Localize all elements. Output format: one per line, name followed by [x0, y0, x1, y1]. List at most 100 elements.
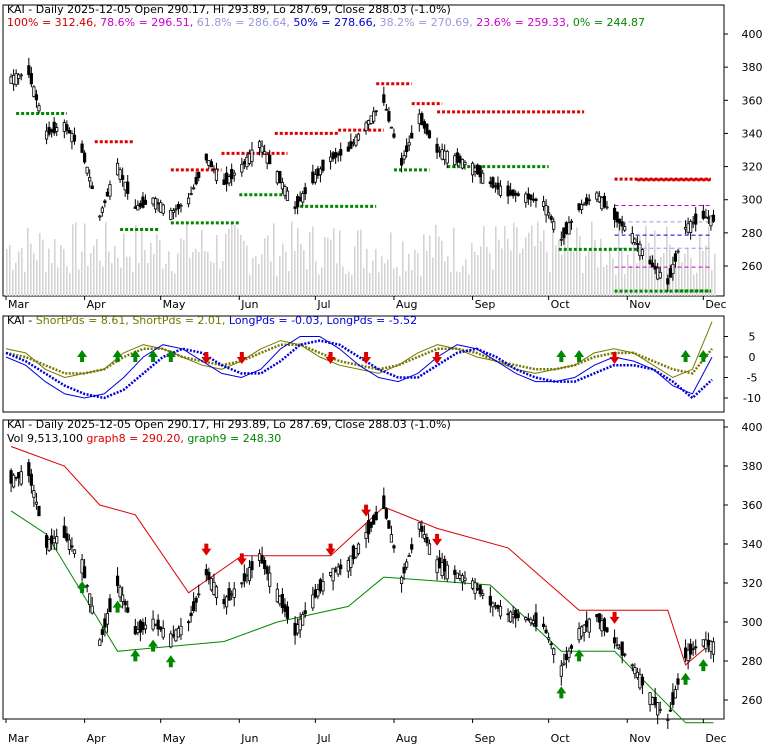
candle-body	[336, 566, 340, 575]
candle-body	[275, 588, 279, 603]
candle-body	[70, 133, 74, 143]
candle-body	[65, 124, 69, 131]
candle-body	[212, 581, 216, 595]
volume-bar	[564, 234, 566, 296]
candle-body	[706, 217, 710, 220]
x-tick-label: Jun	[240, 298, 258, 311]
candle-body	[704, 216, 708, 219]
candle-body	[496, 604, 500, 609]
candle-body	[67, 539, 71, 550]
candle-body	[136, 205, 140, 211]
volume-bar	[510, 250, 512, 296]
candle-body	[52, 121, 56, 134]
candle-body	[630, 664, 634, 667]
volume-bar	[540, 241, 542, 296]
candle-body	[618, 218, 622, 224]
volume-bar	[405, 271, 407, 296]
candle-body	[351, 545, 355, 560]
volume-bar	[531, 225, 533, 296]
candle-body	[156, 202, 160, 205]
candle-body	[98, 215, 102, 218]
volume-bar	[90, 252, 92, 296]
volume-bar	[429, 235, 431, 296]
buy-signal-arrow	[130, 350, 141, 362]
candle-body	[356, 133, 361, 141]
candle-body	[179, 204, 183, 207]
candle-body	[311, 171, 315, 184]
volume-bar	[189, 258, 191, 296]
volume-bar	[51, 263, 53, 296]
candle-body	[653, 265, 657, 270]
volume-bar	[57, 267, 59, 296]
volume-bar	[546, 251, 548, 296]
candle-body	[47, 127, 51, 135]
candle-body	[562, 662, 566, 665]
volume-bar	[54, 239, 56, 296]
price-panel: 400 380 360 340 320 300 280 260 KAI - Daily 202…	[2, 3, 763, 297]
candle-body	[410, 544, 414, 550]
candle-body	[470, 580, 475, 589]
candle-body	[372, 111, 376, 122]
candle-body	[171, 634, 175, 637]
candle-body	[328, 571, 333, 576]
volume-bar	[96, 239, 98, 296]
price-x-axis: Mar Apr May Jun Jul Aug Sep Oct Nov Dec	[5, 296, 727, 311]
candle-body	[478, 165, 482, 178]
volume-bar	[45, 271, 47, 296]
volume-bar	[597, 267, 599, 296]
y-tick-label: 300	[742, 616, 763, 629]
x-tick-label: May	[163, 732, 186, 745]
volume-bar	[66, 266, 68, 296]
volume-bar	[588, 250, 590, 296]
candle-body	[453, 569, 457, 575]
volume-bar	[522, 248, 524, 296]
oscillator-legend-entry: LongPds = -0.03,	[225, 314, 323, 327]
candle-body	[161, 204, 165, 214]
volume-bar	[492, 269, 494, 296]
candle-body	[389, 126, 394, 129]
volume-bar	[114, 245, 116, 296]
oscillator-y-axis: 5 0 -5 -10	[724, 331, 761, 405]
volume-bar	[270, 261, 272, 296]
volume-bar	[600, 238, 602, 296]
candle-body	[303, 610, 307, 615]
candle-body	[268, 154, 272, 165]
candle-body	[399, 576, 404, 584]
candle-body	[197, 593, 201, 596]
volume-bar	[159, 240, 161, 296]
volume-bar	[555, 245, 557, 296]
volume-bar	[264, 238, 266, 296]
candle-body	[689, 643, 693, 655]
candle-body	[143, 199, 148, 205]
candle-body	[387, 111, 391, 122]
volume-bar	[231, 222, 233, 296]
candle-body	[214, 586, 219, 598]
candle-body	[83, 566, 87, 579]
candle-body	[364, 532, 368, 539]
candle-body	[524, 617, 528, 621]
y-tick-label: -5	[747, 372, 758, 385]
oscillator-legend: KAI - ShortPds = 8.61, ShortPds = 2.01, …	[7, 314, 417, 327]
candle-body	[427, 130, 432, 139]
candle-body	[651, 697, 655, 705]
candle-body	[247, 567, 252, 582]
buy-signal-arrow	[77, 350, 88, 362]
candle-body	[559, 665, 563, 677]
candle-body	[547, 637, 551, 640]
candle-body	[242, 161, 246, 165]
candle-body	[174, 208, 178, 211]
candle-body	[658, 708, 662, 711]
candle-body	[691, 648, 695, 651]
volume-bar	[222, 261, 224, 296]
volume-bar	[81, 251, 83, 296]
candle-body	[169, 633, 173, 648]
volume-bar	[393, 268, 395, 296]
y-tick-label: 340	[742, 127, 763, 140]
candle-body	[635, 671, 639, 678]
candle-body	[214, 168, 219, 181]
candle-body	[50, 535, 54, 544]
candle-body	[481, 593, 485, 596]
candle-body	[511, 189, 515, 197]
candle-body	[356, 543, 361, 555]
volume-bar	[171, 271, 173, 296]
